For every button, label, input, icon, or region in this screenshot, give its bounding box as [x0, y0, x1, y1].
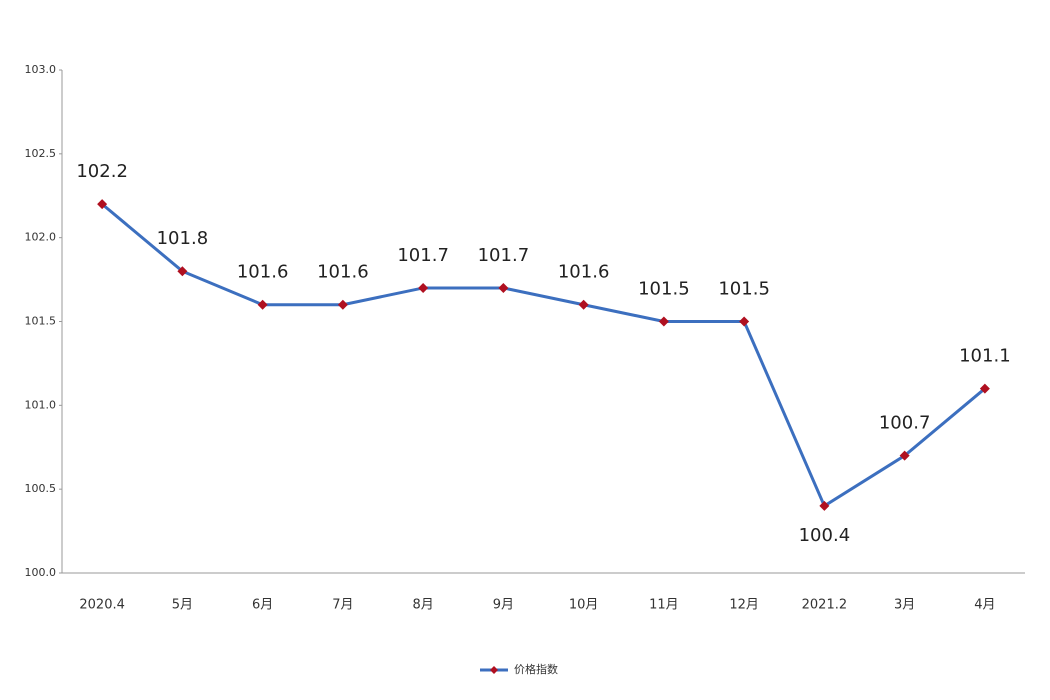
- marker: [177, 266, 188, 277]
- x-tick-label: 12月: [729, 598, 759, 613]
- marker: [257, 299, 268, 310]
- data-label: 102.2: [76, 161, 128, 182]
- marker: [979, 383, 990, 394]
- x-tick-label: 8月: [412, 598, 433, 613]
- marker: [739, 316, 750, 327]
- marker: [97, 199, 108, 210]
- y-tick-label: 101.5: [25, 315, 57, 328]
- data-label: 100.4: [799, 525, 851, 546]
- y-tick-label: 102.5: [25, 147, 57, 160]
- y-tick-label: 102.0: [25, 231, 57, 244]
- legend-marker: [490, 666, 498, 674]
- data-label: 101.6: [237, 262, 289, 283]
- marker: [418, 282, 429, 293]
- data-label: 101.7: [478, 245, 530, 266]
- x-tick-label: 10月: [569, 598, 599, 613]
- marker: [337, 299, 348, 310]
- x-tick-label: 2020.4: [79, 598, 125, 613]
- data-label: 101.6: [558, 262, 610, 283]
- marker: [899, 450, 910, 461]
- data-label: 101.5: [638, 279, 690, 300]
- marker: [658, 316, 669, 327]
- y-tick-label: 100.5: [25, 482, 57, 495]
- x-tick-label: 3月: [894, 598, 915, 613]
- marker: [498, 282, 509, 293]
- data-label: 101.8: [157, 228, 209, 249]
- data-label: 101.6: [317, 262, 369, 283]
- data-label: 101.1: [959, 346, 1011, 367]
- x-tick-label: 11月: [649, 598, 679, 613]
- data-label: 101.5: [718, 279, 770, 300]
- x-tick-label: 4月: [974, 598, 995, 613]
- x-tick-label: 2021.2: [802, 598, 848, 613]
- marker: [819, 500, 830, 511]
- x-tick-label: 5月: [172, 598, 193, 613]
- x-tick-label: 7月: [332, 598, 353, 613]
- y-tick-label: 100.0: [25, 566, 57, 579]
- data-label: 100.7: [879, 413, 931, 434]
- data-label: 101.7: [397, 245, 449, 266]
- series-line: [101, 202, 986, 509]
- y-tick-label: 101.0: [25, 398, 57, 411]
- marker: [578, 299, 589, 310]
- legend-label: 价格指数: [514, 662, 558, 676]
- x-tick-label: 6月: [252, 598, 273, 613]
- x-tick-label: 9月: [493, 598, 514, 613]
- y-tick-label: 103.0: [25, 63, 57, 76]
